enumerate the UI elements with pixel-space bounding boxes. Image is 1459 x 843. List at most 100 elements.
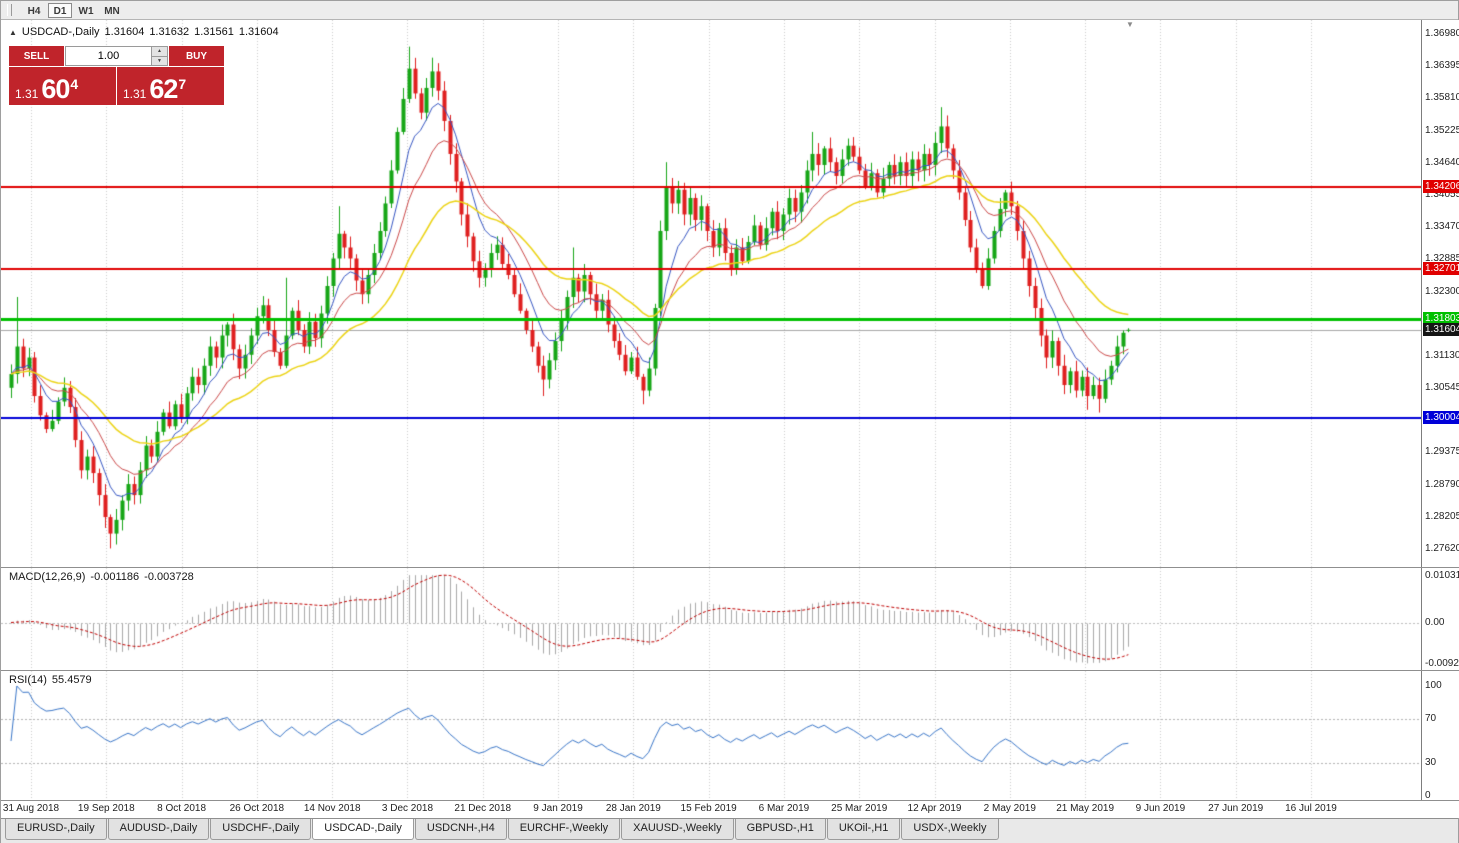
rsi-axis-label: 30 bbox=[1425, 757, 1437, 768]
buy-price-base: 1.31 bbox=[123, 87, 147, 101]
ohlc-close: 1.31604 bbox=[238, 26, 279, 38]
toolbar-gripper[interactable] bbox=[7, 4, 12, 16]
chart-tabs: EURUSD-,Daily AUDUSD-,Daily USDCHF-,Daily U… bbox=[1, 818, 1458, 843]
date-label: 8 Oct 2018 bbox=[157, 803, 207, 814]
axis-tick-label: 1.29375 bbox=[1425, 446, 1459, 458]
chart-tab[interactable]: EURUSD-,Daily bbox=[5, 819, 107, 840]
axis-tick-label: 1.32300 bbox=[1425, 285, 1459, 297]
volume-up-icon[interactable]: ▲ bbox=[152, 47, 167, 56]
rsi-label: RSI(14) 55.4579 bbox=[9, 674, 97, 686]
rsi-value: 55.4579 bbox=[51, 674, 92, 686]
buy-button[interactable]: BUY bbox=[169, 46, 224, 66]
chart-region: ▲ USDCAD-,Daily 1.31604 1.31632 1.31561 1.316… bbox=[1, 20, 1459, 818]
axis-tick-label: 1.34055 bbox=[1425, 188, 1459, 200]
sell-price[interactable]: 1.31 60 4 bbox=[9, 67, 116, 105]
date-label: 2 May 2019 bbox=[983, 803, 1036, 814]
axis-tick-label: 1.28790 bbox=[1425, 478, 1459, 490]
hline-price-badge: 1.30004 bbox=[1423, 410, 1459, 424]
macd-name: MACD(12,26,9) bbox=[9, 571, 86, 583]
axis-tick-label: 1.36395 bbox=[1425, 60, 1459, 72]
timeframe-button-d1[interactable]: D1 bbox=[48, 2, 72, 18]
date-label: 19 Sep 2018 bbox=[77, 803, 135, 814]
rsi-axis-label: 0 bbox=[1425, 790, 1431, 801]
timeframe-buttons: H4 D1 W1 MN bbox=[22, 2, 124, 18]
volume-input[interactable] bbox=[65, 46, 151, 66]
volume-control: ▲ ▼ bbox=[65, 46, 168, 66]
chart-tab[interactable]: USDCHF-,Daily bbox=[210, 819, 312, 840]
macd-label: MACD(12,26,9) -0.001186 -0.003728 bbox=[9, 571, 199, 583]
macd-axis-label: 0.01031 bbox=[1425, 570, 1459, 581]
chart-canvas[interactable] bbox=[1, 20, 1421, 818]
date-label: 25 Mar 2019 bbox=[831, 803, 888, 814]
volume-spinner: ▲ ▼ bbox=[151, 46, 168, 66]
time-axis: 31 Aug 2018 19 Sep 2018 8 Oct 2018 26 Oct 2… bbox=[1, 801, 1421, 818]
chart-title: ▲ USDCAD-,Daily 1.31604 1.31632 1.31561 1.316… bbox=[9, 26, 284, 38]
axis-tick-label: 1.31130 bbox=[1425, 349, 1459, 361]
chart-tab[interactable]: EURCHF-,Weekly bbox=[507, 819, 621, 840]
axis-tick-label: 1.34640 bbox=[1425, 156, 1459, 168]
panel-splitter[interactable] bbox=[1, 670, 1459, 671]
sell-price-pip: 4 bbox=[70, 76, 79, 92]
date-label: 12 Apr 2019 bbox=[907, 803, 962, 814]
date-label: 9 Jun 2019 bbox=[1135, 803, 1186, 814]
date-label: 3 Dec 2018 bbox=[381, 803, 434, 814]
chart-tab[interactable]: XAUUSD-,Weekly bbox=[621, 819, 734, 840]
sell-price-big: 60 bbox=[41, 74, 70, 104]
chart-tab[interactable]: USDCNH-,H4 bbox=[414, 819, 507, 840]
panel-splitter[interactable] bbox=[1, 567, 1459, 568]
sell-price-base: 1.31 bbox=[15, 87, 39, 101]
buy-price[interactable]: 1.31 62 7 bbox=[117, 67, 224, 105]
panel-splitter[interactable] bbox=[1, 800, 1459, 801]
chart-tab[interactable]: USDCAD-,Daily bbox=[312, 819, 414, 840]
axis-tick-label: 1.27620 bbox=[1425, 543, 1459, 554]
axis-tick-label: 1.35225 bbox=[1425, 124, 1459, 136]
timeframe-button-w1[interactable]: W1 bbox=[78, 5, 94, 17]
macd-main-value: -0.001186 bbox=[90, 571, 140, 583]
price-axis: 1.36980 1.36395 1.35810 1.35225 1.34640 1.340… bbox=[1421, 20, 1459, 801]
hline-price-badge: 1.31803 bbox=[1423, 311, 1459, 325]
macd-axis-label: -0.00920 bbox=[1425, 657, 1459, 669]
timeframe-button-h4[interactable]: H4 bbox=[27, 5, 41, 17]
date-label: 15 Feb 2019 bbox=[680, 803, 737, 814]
axis-tick-label: 1.35810 bbox=[1425, 92, 1459, 104]
chart-tab[interactable]: USDX-,Weekly bbox=[901, 819, 999, 840]
date-label: 14 Nov 2018 bbox=[303, 803, 361, 814]
axis-tick-label: 1.28205 bbox=[1425, 510, 1459, 522]
buy-price-big: 62 bbox=[149, 74, 178, 104]
bid-price-badge: 1.31604 bbox=[1423, 322, 1459, 336]
date-label: 26 Oct 2018 bbox=[229, 803, 285, 814]
date-label: 21 May 2019 bbox=[1056, 803, 1115, 814]
axis-tick-label: 1.32885 bbox=[1425, 253, 1459, 265]
chart-symbol-period: USDCAD-,Daily bbox=[21, 26, 100, 38]
rsi-name: RSI(14) bbox=[9, 674, 47, 686]
rsi-axis-label: 70 bbox=[1425, 713, 1437, 724]
macd-signal-value: -0.003728 bbox=[144, 571, 194, 583]
axis-tick-label: 1.36980 bbox=[1425, 28, 1459, 39]
chart-tab[interactable]: GBPUSD-,H1 bbox=[734, 819, 826, 840]
sell-button[interactable]: SELL bbox=[9, 46, 64, 66]
date-label: 6 Mar 2019 bbox=[758, 803, 810, 814]
chart-tab[interactable]: AUDUSD-,Daily bbox=[107, 819, 210, 840]
timeframe-button-mn[interactable]: MN bbox=[104, 5, 120, 17]
date-label: 28 Jan 2019 bbox=[605, 803, 661, 814]
axis-tick-label: 1.33470 bbox=[1425, 221, 1459, 233]
date-label: 21 Dec 2018 bbox=[454, 803, 512, 814]
chart-tab[interactable]: UKOil-,H1 bbox=[826, 819, 901, 840]
date-label: 16 Jul 2019 bbox=[1285, 803, 1337, 814]
chart-shift-marker-icon: ▼ bbox=[1126, 20, 1134, 29]
axis-tick-label: 1.30545 bbox=[1425, 382, 1459, 394]
volume-down-icon[interactable]: ▼ bbox=[152, 55, 167, 65]
date-label: 27 Jun 2019 bbox=[1208, 803, 1264, 814]
date-label: 9 Jan 2019 bbox=[533, 803, 583, 814]
date-label: 31 Aug 2018 bbox=[2, 803, 60, 814]
hline-price-badge: 1.32701 bbox=[1423, 262, 1459, 276]
ohlc-open: 1.31604 bbox=[104, 26, 145, 38]
ohlc-high: 1.31632 bbox=[149, 26, 190, 38]
macd-axis-label: 0.00 bbox=[1425, 616, 1445, 628]
one-click-collapse-icon[interactable]: ▲ bbox=[9, 28, 17, 37]
hline-price-badge: 1.34206 bbox=[1423, 179, 1459, 193]
ohlc-low: 1.31561 bbox=[194, 26, 234, 38]
rsi-axis-label: 100 bbox=[1425, 680, 1442, 691]
